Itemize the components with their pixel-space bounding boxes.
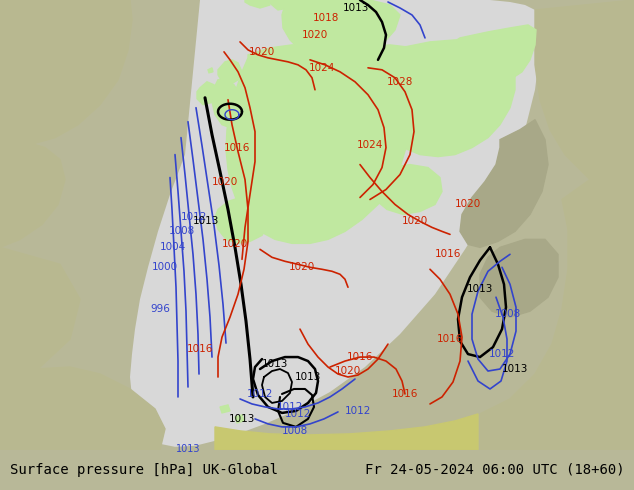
- Text: 1012: 1012: [247, 389, 273, 399]
- Text: 1020: 1020: [335, 366, 361, 376]
- Polygon shape: [480, 179, 634, 450]
- Text: 1020: 1020: [249, 47, 275, 57]
- Polygon shape: [288, 50, 308, 72]
- Text: 1012: 1012: [181, 213, 207, 222]
- Polygon shape: [460, 120, 548, 247]
- Text: 1024: 1024: [357, 140, 383, 149]
- Polygon shape: [448, 25, 536, 85]
- Text: 1008: 1008: [282, 426, 308, 436]
- Text: 1008: 1008: [169, 226, 195, 236]
- Text: Surface pressure [hPa] UK-Global: Surface pressure [hPa] UK-Global: [10, 463, 278, 477]
- Polygon shape: [220, 405, 230, 413]
- Polygon shape: [268, 0, 355, 22]
- Polygon shape: [235, 415, 244, 423]
- Text: 1013: 1013: [262, 359, 288, 369]
- Polygon shape: [130, 0, 540, 447]
- Text: 1016: 1016: [437, 334, 463, 344]
- Polygon shape: [0, 247, 80, 379]
- Polygon shape: [357, 45, 458, 122]
- Text: 1020: 1020: [402, 217, 428, 226]
- Text: Fr 24-05-2024 06:00 UTC (18+60): Fr 24-05-2024 06:00 UTC (18+60): [365, 463, 624, 477]
- Text: 1008: 1008: [495, 309, 521, 319]
- Text: 1020: 1020: [289, 262, 315, 272]
- Text: 1016: 1016: [392, 389, 418, 399]
- Polygon shape: [0, 135, 65, 247]
- Text: 1016: 1016: [435, 249, 461, 259]
- Polygon shape: [0, 0, 634, 450]
- Text: 1016: 1016: [224, 143, 250, 152]
- Text: 1012: 1012: [345, 406, 371, 416]
- Polygon shape: [218, 60, 242, 85]
- Text: 1004: 1004: [160, 243, 186, 252]
- Polygon shape: [0, 0, 132, 145]
- Text: 1020: 1020: [212, 176, 238, 187]
- Text: 1013: 1013: [193, 217, 219, 226]
- Polygon shape: [282, 0, 400, 65]
- Text: 1012: 1012: [277, 402, 303, 412]
- Text: 1016: 1016: [347, 352, 373, 362]
- Polygon shape: [480, 240, 558, 317]
- Text: 1028: 1028: [387, 77, 413, 87]
- Polygon shape: [212, 80, 242, 128]
- Text: 1000: 1000: [152, 262, 178, 272]
- Polygon shape: [226, 45, 408, 244]
- Text: 1020: 1020: [222, 239, 248, 249]
- Polygon shape: [535, 0, 634, 199]
- Polygon shape: [284, 168, 325, 215]
- Polygon shape: [245, 0, 270, 8]
- Polygon shape: [208, 68, 213, 73]
- Text: 1012: 1012: [285, 409, 311, 419]
- Text: 1013: 1013: [343, 3, 369, 13]
- Text: 1013: 1013: [467, 284, 493, 294]
- Text: 1013: 1013: [502, 364, 528, 374]
- Text: 1013: 1013: [229, 414, 256, 424]
- Polygon shape: [197, 82, 216, 105]
- Polygon shape: [368, 40, 515, 157]
- Polygon shape: [310, 158, 375, 207]
- Polygon shape: [0, 367, 165, 450]
- Text: 1013: 1013: [176, 444, 200, 454]
- Text: 1012: 1012: [489, 349, 515, 359]
- Text: 1020: 1020: [302, 30, 328, 40]
- Text: 1018: 1018: [313, 13, 339, 23]
- Text: 1020: 1020: [455, 199, 481, 209]
- Text: 996: 996: [150, 304, 170, 314]
- Text: 1024: 1024: [309, 63, 335, 73]
- Text: 1016: 1016: [187, 344, 213, 354]
- Polygon shape: [215, 414, 478, 450]
- Text: 1013: 1013: [295, 372, 321, 382]
- Polygon shape: [215, 197, 268, 244]
- Polygon shape: [368, 165, 442, 215]
